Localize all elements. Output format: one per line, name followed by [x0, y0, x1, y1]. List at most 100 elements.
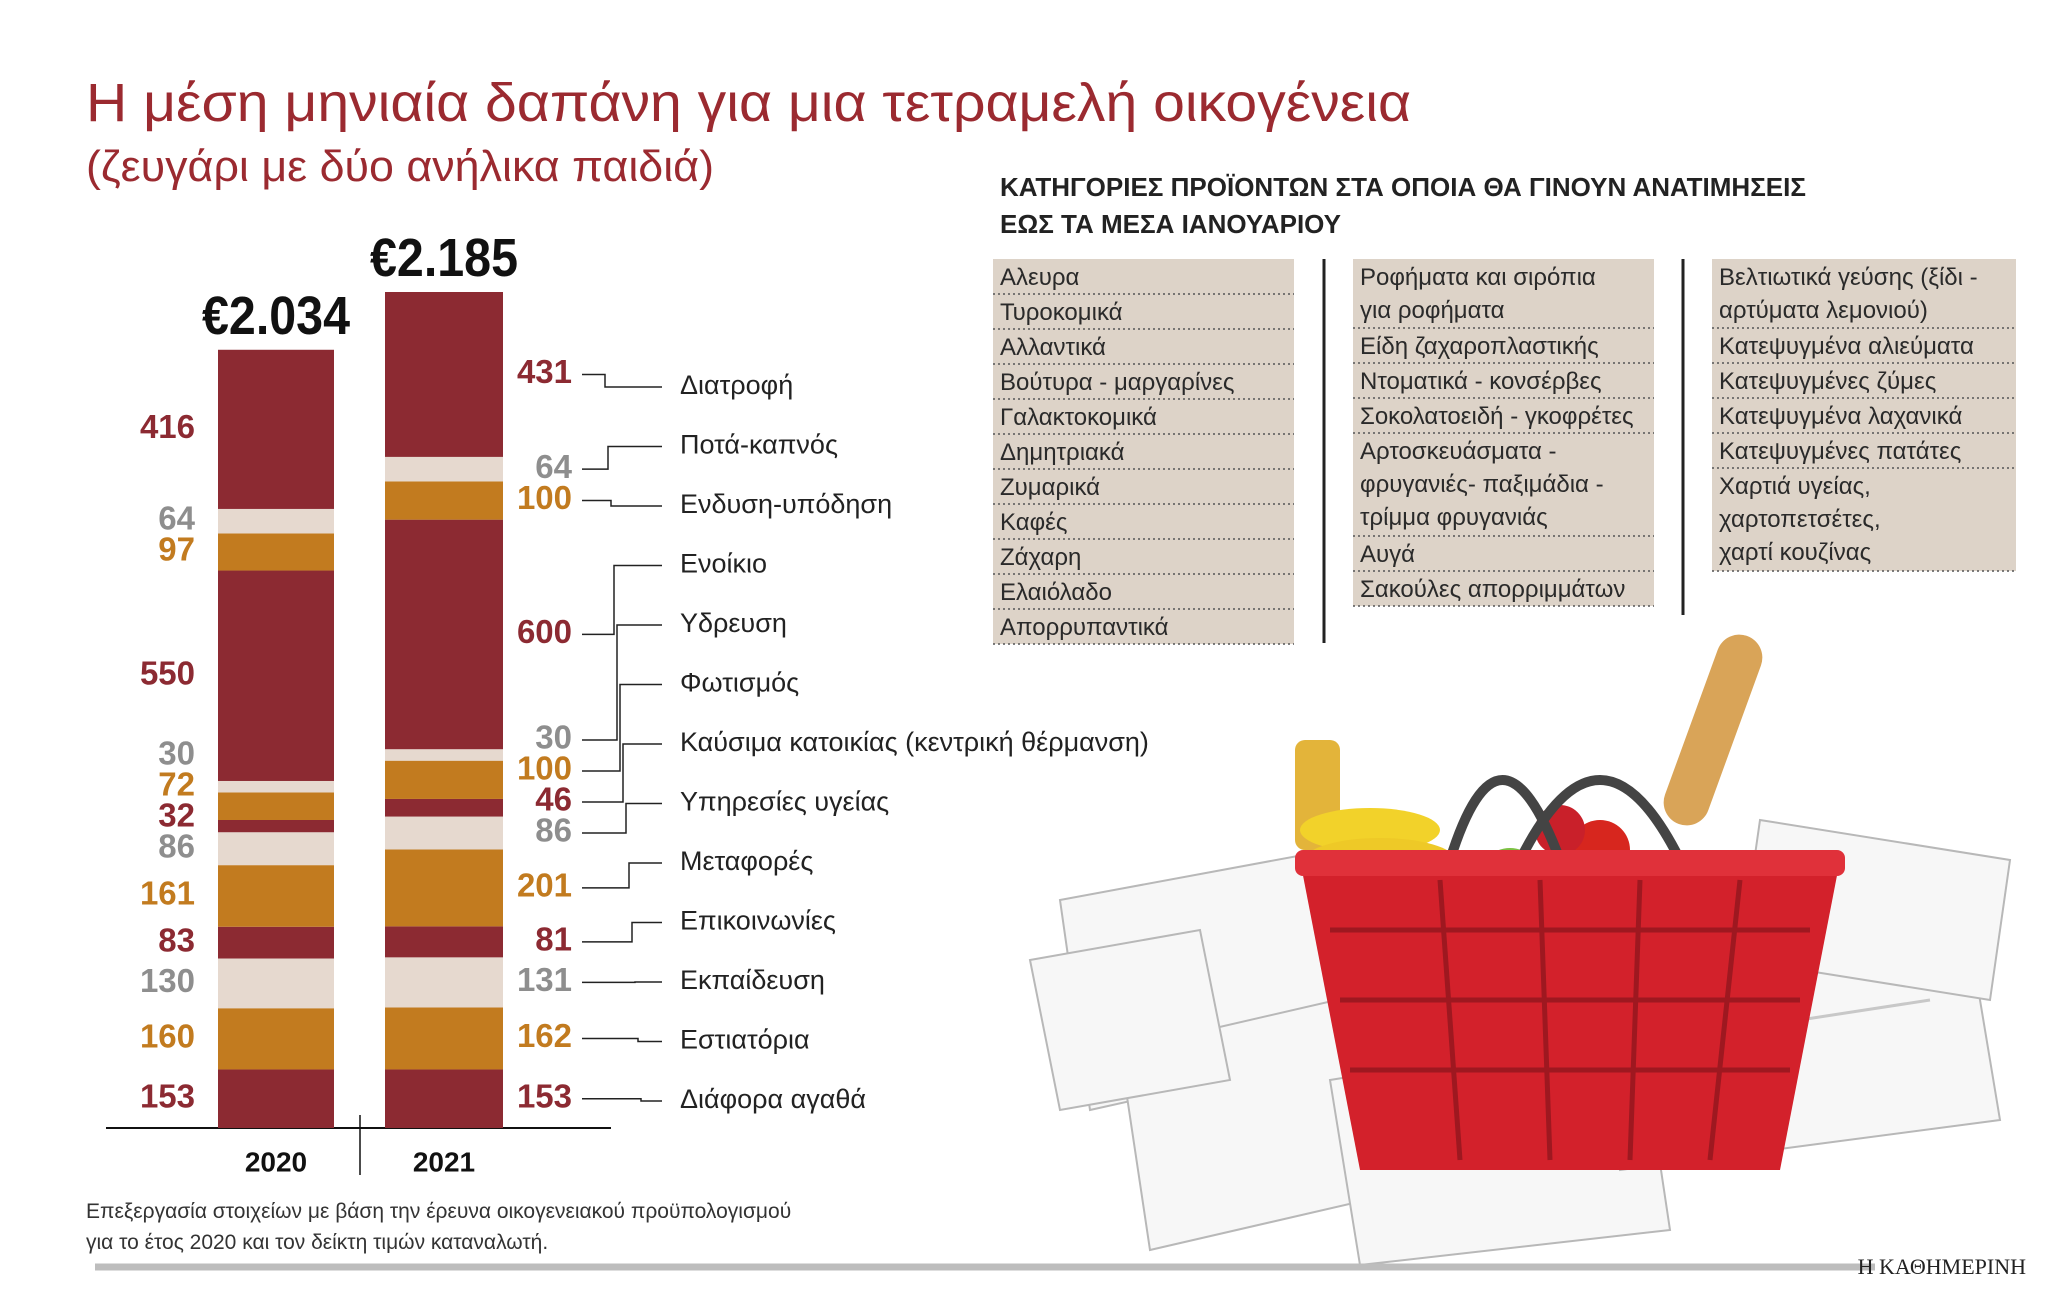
legend-label: Φωτισμός — [680, 668, 799, 698]
value-label: 46 — [535, 781, 572, 818]
value-label: 162 — [517, 1017, 572, 1054]
basket-grid — [1437, 879, 1463, 1161]
basket-rim — [1295, 850, 1845, 876]
bar-segment — [218, 958, 334, 1009]
bar-segment — [218, 570, 334, 781]
category-item: Βούτυρα - μαργαρίνες — [1000, 369, 1234, 396]
value-label: 97 — [158, 531, 195, 568]
legend-label: Διάφορα αγαθά — [680, 1084, 866, 1114]
legend-label: Ποτά-καπνός — [680, 430, 838, 460]
receipt — [1028, 928, 1232, 1112]
category-item: χαρτοπετσέτες, — [1719, 506, 1881, 533]
category-item: Κατεψυγμένες ζύμες — [1719, 368, 1936, 395]
value-label: 161 — [140, 875, 195, 912]
basket-grid — [1707, 879, 1743, 1161]
category-item: Ζυμαρικά — [1000, 474, 1100, 501]
value-label: 131 — [517, 961, 572, 998]
total-label: €2.034 — [202, 286, 350, 346]
legend-label: Υπηρεσίες υγείας — [680, 787, 889, 817]
panel-title: ΕΩΣ ΤΑ ΜΕΣΑ ΙΑΝΟΥΑΡΙΟΥ — [1000, 209, 1341, 239]
category-item: αρτύματα λεμονιού) — [1719, 297, 1928, 324]
value-label: 30 — [535, 719, 572, 756]
category-item: τρίμμα φρυγανιάς — [1360, 504, 1548, 531]
category-item: Σοκολατοειδή - γκοφρέτες — [1360, 403, 1634, 430]
bar-segment — [385, 957, 503, 1008]
value-label: 100 — [517, 479, 572, 516]
basket-grid — [1537, 879, 1553, 1161]
legend-label: Καύσιμα κατοικίας (κεντρική θέρμανση) — [680, 727, 1149, 757]
value-label: 72 — [158, 765, 195, 802]
bar-segment — [218, 792, 334, 820]
basket-body — [1300, 860, 1840, 1170]
value-label: 600 — [517, 613, 572, 650]
panel-title: ΚΑΤΗΓΟΡΙΕΣ ΠΡΟΪΟΝΤΩΝ ΣΤΑ ΟΠΟΙΑ ΘΑ ΓΙΝΟΥΝ… — [1000, 172, 1806, 202]
connector — [582, 564, 662, 636]
value-label: 130 — [140, 962, 195, 999]
category-item: Αλευρα — [1000, 264, 1079, 291]
panel-background — [1712, 259, 2016, 571]
bar-segment — [385, 456, 503, 482]
bar-segment — [385, 481, 503, 520]
legend-label: Μεταφορές — [680, 846, 813, 876]
value-label: 100 — [517, 750, 572, 787]
bar-segment — [385, 798, 503, 817]
category-item: Αυγά — [1360, 541, 1415, 568]
connector — [582, 862, 662, 889]
category-item: Καφές — [1000, 509, 1067, 536]
bar-segment — [385, 1007, 503, 1070]
connector — [582, 921, 662, 943]
value-label: 160 — [140, 1018, 195, 1055]
category-item: για ροφήματα — [1360, 297, 1505, 324]
basket-grid — [1627, 879, 1643, 1161]
value-label: 64 — [158, 500, 195, 537]
basket-illustration — [1028, 634, 2012, 1267]
bar-segment — [385, 519, 503, 750]
category-item: Τυροκομικά — [1000, 299, 1123, 326]
category-item: Κατεψυγμένα λαχανικά — [1719, 403, 1962, 430]
connector — [582, 373, 662, 388]
legend-label: Επικοινωνίες — [680, 906, 836, 936]
category-item: Δημητριακά — [1000, 439, 1125, 466]
category-item: Ροφήματα και σιρόπια — [1360, 264, 1596, 291]
bar-segment — [218, 820, 334, 833]
bar-segment — [385, 816, 503, 850]
category-item: Απορρυπαντικά — [1000, 614, 1169, 641]
category-item: Ντοματικά - κονσέρβες — [1360, 368, 1602, 395]
bar-segment — [218, 780, 334, 793]
connector — [582, 802, 662, 834]
value-label: 64 — [535, 448, 572, 485]
connector — [582, 445, 662, 470]
connector — [582, 1037, 662, 1043]
category-item: Ελαιόλαδο — [1000, 579, 1112, 606]
value-label: 550 — [140, 654, 195, 691]
footnote: Επεξεργασία στοιχείων με βάση την έρευνα… — [86, 1200, 791, 1223]
category-item: Γαλακτοκομικά — [1000, 404, 1157, 431]
bar-segment — [218, 508, 334, 534]
bar-segment — [385, 926, 503, 958]
value-label: 86 — [535, 812, 572, 849]
category-item: Βελτιωτικά γεύσης (ξίδι - — [1719, 264, 1978, 291]
connector — [582, 683, 662, 772]
category-item: Αλλαντικά — [1000, 334, 1106, 361]
value-label: 416 — [140, 408, 195, 445]
chart-title: Η μέση μηνιαία δαπάνη για μια τετραμελή … — [86, 73, 1411, 133]
category-item: χαρτί κουζίνας — [1719, 539, 1871, 566]
legend-label: Υδρευση — [680, 608, 787, 638]
bar-segment — [385, 749, 503, 761]
value-label: 30 — [158, 734, 195, 771]
connector — [582, 743, 662, 803]
bar-segment — [218, 865, 334, 927]
value-label: 32 — [158, 796, 195, 833]
bar-segment — [218, 1008, 334, 1070]
source: Η ΚΑΘΗΜΕΡΙΝΗ — [1858, 1254, 2026, 1279]
bar-segment — [218, 349, 334, 509]
legend-label: Εκπαίδευση — [680, 965, 825, 995]
category-item: φρυγανιές- παξιμάδια - — [1360, 471, 1604, 498]
value-label: 81 — [535, 921, 572, 958]
category-item: Σακούλες απορριμμάτων — [1360, 576, 1625, 603]
value-label: 86 — [158, 827, 195, 864]
value-label: 153 — [517, 1077, 572, 1114]
legend-label: Διατροφή — [680, 370, 793, 400]
x-tick-label: 2020 — [245, 1146, 307, 1177]
connector — [582, 624, 662, 741]
